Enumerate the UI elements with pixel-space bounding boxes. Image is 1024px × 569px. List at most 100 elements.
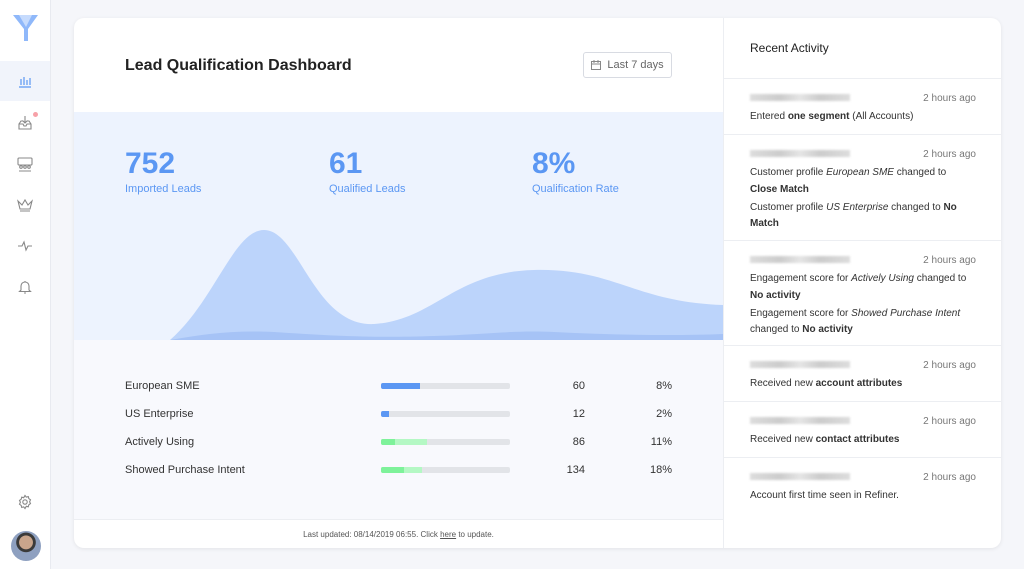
progress-bar <box>381 467 510 473</box>
progress-bar <box>381 383 510 389</box>
activity-time: 2 hours ago <box>923 360 976 371</box>
activity-message: Engagement score for Showed Purchase Int… <box>750 306 976 339</box>
dashboard-card: Lead Qualification Dashboard Last 7 days… <box>74 18 1001 548</box>
message-part: Account first time seen in Refiner. <box>750 490 899 502</box>
message-part: contact attributes <box>815 434 900 446</box>
activity-item: 2 hours ago Entered one segment (All Acco… <box>724 78 1001 134</box>
segment-name: US Enterprise <box>125 408 194 420</box>
progress-fill-secondary <box>381 439 428 445</box>
nav-dashboard[interactable] <box>0 61 50 101</box>
redacted-account-name <box>750 256 850 263</box>
activity-message: Entered one segment (All Accounts) <box>750 109 976 125</box>
qualified-leads-area <box>170 331 723 340</box>
message-part: (All Accounts) <box>849 111 914 123</box>
message-part: European SME <box>826 167 894 179</box>
bell-icon <box>18 281 32 294</box>
group-icon <box>17 157 33 172</box>
date-range-button[interactable]: Last 7 days <box>583 52 672 78</box>
user-avatar[interactable] <box>11 531 41 561</box>
segment-percent: 11% <box>650 436 672 448</box>
nav-profiles[interactable] <box>0 185 50 225</box>
stat-imported-leads: 752 Imported Leads <box>125 147 201 195</box>
message-part: No activity <box>750 289 801 301</box>
segment-percent: 8% <box>656 380 672 392</box>
gear-icon <box>18 494 32 510</box>
message-part: Engagement score for <box>750 307 852 319</box>
activity-time: 2 hours ago <box>923 255 976 266</box>
table-row[interactable]: European SME 60 8% <box>125 378 685 394</box>
nav-notifications[interactable] <box>0 267 50 307</box>
footer-suffix: to update. <box>456 530 494 539</box>
nav-settings[interactable] <box>0 482 50 522</box>
inbox-download-icon <box>18 116 32 130</box>
table-row[interactable]: Showed Purchase Intent 134 18% <box>125 462 685 478</box>
stats-panel: 752 Imported Leads 61 Qualified Leads 8% Qu… <box>74 112 723 340</box>
activity-message: Received new contact attributes <box>750 432 976 448</box>
stat-qualification-rate: 8% Qualification Rate <box>532 147 619 195</box>
message-part: changed to <box>750 324 803 336</box>
redacted-account-name <box>750 473 850 480</box>
segment-name: Showed Purchase Intent <box>125 464 245 476</box>
recent-activity-title: Recent Activity <box>750 41 829 55</box>
nav-segments[interactable] <box>0 144 50 184</box>
last-updated-footer: Last updated: 08/14/2019 06:55. Click he… <box>74 519 723 548</box>
activity-message: Engagement score for Actively Using chan… <box>750 271 976 304</box>
table-row[interactable]: Actively Using 86 11% <box>125 434 685 450</box>
nav-engagement[interactable] <box>0 226 50 266</box>
bar-chart-icon <box>19 77 31 88</box>
message-part: Close Match <box>750 183 809 195</box>
calendar-icon <box>591 60 602 70</box>
activity-message: Customer profile European SME changed to… <box>750 165 976 198</box>
message-part: changed to <box>888 201 944 213</box>
progress-bar <box>381 411 510 417</box>
activity-time: 2 hours ago <box>923 149 976 160</box>
activity-item: 2 hours ago Engagement score for Actively… <box>724 240 1001 345</box>
stat-value: 752 <box>125 147 176 180</box>
leads-area-chart <box>170 230 723 340</box>
page-title: Lead Qualification Dashboard <box>125 57 352 74</box>
message-part: US Enterprise <box>826 201 889 213</box>
message-part: Received new <box>750 378 816 390</box>
activity-time: 2 hours ago <box>923 93 976 104</box>
message-part: Entered <box>750 111 788 123</box>
progress-fill <box>381 411 389 417</box>
pulse-icon <box>18 240 32 252</box>
progress-fill <box>381 439 396 445</box>
stat-qualified-leads: 61 Qualified Leads <box>329 147 405 195</box>
funnel-logo-icon <box>13 15 38 41</box>
redacted-account-name <box>750 361 850 368</box>
notification-dot <box>33 112 38 117</box>
segment-percent: 18% <box>649 464 672 476</box>
stat-label: Imported Leads <box>125 183 202 195</box>
message-part: No activity <box>802 324 853 336</box>
segment-percent: 2% <box>656 408 672 420</box>
message-part: Engagement score for <box>750 273 852 285</box>
footer-prefix: Last updated: 08/14/2019 06:55. Click <box>303 530 441 539</box>
stat-value: 61 <box>329 147 363 180</box>
stat-label: Qualified Leads <box>329 183 406 195</box>
message-part: Customer profile <box>750 201 827 213</box>
imported-leads-area <box>170 230 723 340</box>
segment-count: 134 <box>566 464 585 476</box>
segment-count: 12 <box>572 408 585 420</box>
update-link[interactable]: here <box>440 530 457 539</box>
segment-name: European SME <box>125 380 200 392</box>
activity-item: 2 hours ago Received new account attribut… <box>724 345 1001 401</box>
stat-value: 8% <box>532 147 576 180</box>
message-part: No Match <box>750 201 957 230</box>
activity-item: 2 hours ago Received new contact attribut… <box>724 401 1001 457</box>
progress-fill <box>381 467 405 473</box>
segment-count: 60 <box>572 380 585 392</box>
message-part: changed to <box>913 273 967 285</box>
segment-table: European SME 60 8% US Enterprise 12 2% Act… <box>74 340 723 519</box>
activity-time: 2 hours ago <box>923 472 976 483</box>
date-range-label: Last 7 days <box>607 59 664 71</box>
message-part: Customer profile <box>750 167 827 179</box>
nav-imports[interactable] <box>0 103 50 143</box>
activity-time: 2 hours ago <box>923 416 976 427</box>
redacted-account-name <box>750 94 850 101</box>
activity-message: Account first time seen in Refiner. <box>750 488 976 504</box>
table-row[interactable]: US Enterprise 12 2% <box>125 406 685 422</box>
progress-fill <box>381 383 420 389</box>
redacted-account-name <box>750 150 850 157</box>
